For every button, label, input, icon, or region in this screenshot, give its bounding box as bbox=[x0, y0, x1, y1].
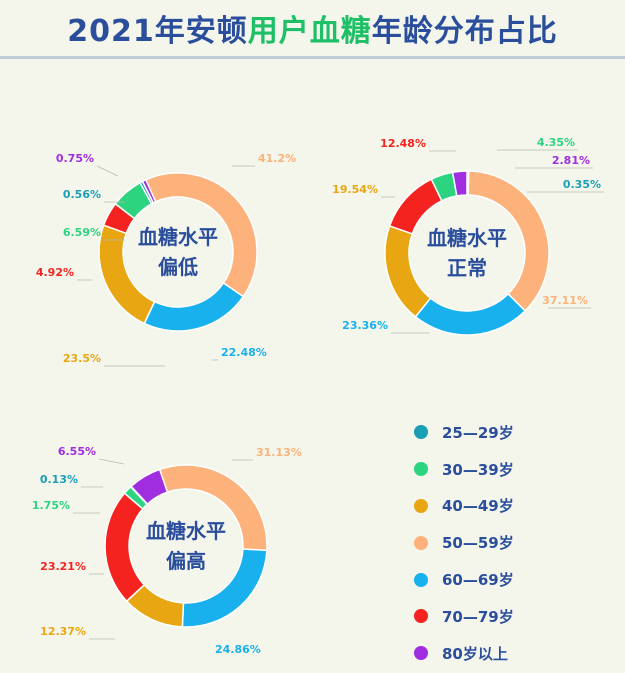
donut-center-label: 正常 bbox=[447, 256, 487, 280]
data-label: 37.11% bbox=[542, 294, 588, 307]
legend-item: 40—49岁 bbox=[414, 488, 614, 525]
donut-slice bbox=[104, 492, 146, 603]
data-label: 1.75% bbox=[32, 499, 70, 512]
data-label: 31.13% bbox=[256, 446, 302, 459]
leader-line bbox=[96, 165, 119, 177]
donut-slice bbox=[141, 178, 157, 204]
data-label: 0.56% bbox=[63, 188, 101, 201]
legend-label: 80岁以上 bbox=[442, 644, 508, 663]
legend: 25—29岁 30—39岁 40—49岁 50—59岁 60—69岁 70—79岁 80岁以… bbox=[414, 414, 614, 672]
donut-center-label: 偏低 bbox=[158, 255, 198, 279]
data-label: 19.54% bbox=[332, 183, 378, 196]
legend-swatch bbox=[414, 462, 428, 477]
leader-line bbox=[98, 458, 125, 465]
header-divider bbox=[0, 56, 625, 59]
donut-center-label: 血糖水平 bbox=[138, 225, 218, 249]
data-label: 22.48% bbox=[221, 346, 267, 359]
data-label: 41.2% bbox=[258, 152, 296, 165]
donut-center-label: 血糖水平 bbox=[427, 226, 507, 250]
data-label: 4.35% bbox=[537, 136, 575, 149]
title-part-1: 2021年安顿 bbox=[67, 14, 248, 49]
legend-item: 25—29岁 bbox=[414, 414, 614, 451]
page-header: 2021年安顿用户血糖年龄分布占比 bbox=[0, 0, 625, 66]
legend-item: 70—79岁 bbox=[414, 598, 614, 635]
data-label: 0.35% bbox=[563, 178, 601, 191]
donut-center-label: 血糖水平 bbox=[146, 519, 226, 543]
legend-label: 50—59岁 bbox=[442, 534, 514, 553]
legend-item: 80岁以上 bbox=[414, 635, 614, 672]
donut-slice bbox=[130, 468, 169, 506]
data-label: 24.86% bbox=[215, 643, 261, 656]
data-label: 6.55% bbox=[58, 445, 96, 458]
data-label: 23.5% bbox=[63, 352, 101, 365]
data-label: 0.13% bbox=[40, 473, 78, 486]
legend-item: 30—39岁 bbox=[414, 451, 614, 488]
data-label: 2.81% bbox=[552, 154, 590, 167]
data-label: 4.92% bbox=[36, 266, 74, 279]
legend-swatch bbox=[414, 498, 428, 513]
legend-swatch bbox=[414, 646, 428, 661]
legend-label: 25—29岁 bbox=[442, 423, 514, 442]
legend-swatch bbox=[414, 572, 428, 587]
page-title: 2021年安顿用户血糖年龄分布占比 bbox=[0, 6, 625, 50]
title-part-3: 年龄分布占比 bbox=[371, 14, 558, 49]
legend-label: 40—49岁 bbox=[442, 497, 514, 516]
legend-swatch bbox=[414, 425, 428, 440]
title-part-2: 用户血糖 bbox=[247, 14, 372, 49]
donut-slice bbox=[414, 292, 527, 336]
donut-center-label: 偏高 bbox=[166, 549, 206, 573]
legend-swatch bbox=[414, 609, 428, 624]
data-label: 23.36% bbox=[342, 319, 388, 332]
legend-label: 70—79岁 bbox=[442, 607, 514, 626]
legend-item: 60—69岁 bbox=[414, 561, 614, 598]
legend-label: 30—39岁 bbox=[442, 460, 514, 479]
data-label: 12.48% bbox=[380, 137, 426, 150]
data-label: 0.75% bbox=[56, 152, 94, 165]
legend-item: 50—59岁 bbox=[414, 524, 614, 561]
legend-label: 60—69岁 bbox=[442, 571, 514, 590]
data-label: 12.37% bbox=[40, 625, 86, 638]
donut-slice bbox=[384, 224, 432, 318]
donut-slice bbox=[451, 170, 468, 197]
legend-swatch bbox=[414, 535, 428, 550]
data-label: 6.59% bbox=[63, 226, 101, 239]
data-label: 23.21% bbox=[40, 560, 86, 573]
donut-slice bbox=[143, 281, 245, 332]
